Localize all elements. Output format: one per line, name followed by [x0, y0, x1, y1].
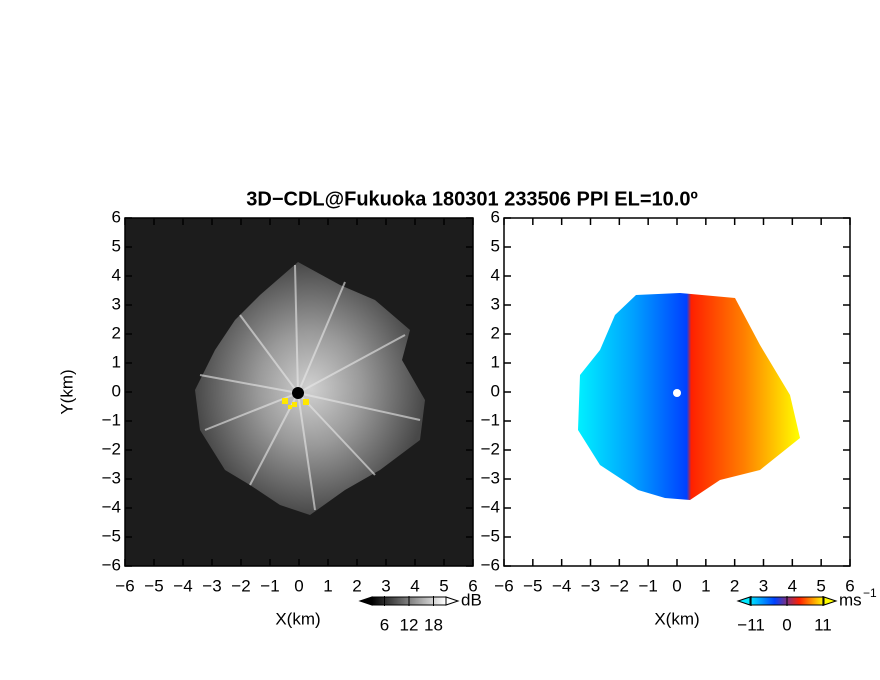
colorbar-extend-high — [823, 596, 838, 606]
y-tick-label: −2 — [481, 439, 500, 458]
radar-site — [673, 389, 681, 397]
x-tick-label: 5 — [816, 576, 825, 595]
x-tick-label: −6 — [115, 576, 134, 595]
colorbar-unit-exponent: −1 — [863, 586, 877, 600]
colorbar-extend-low — [736, 596, 751, 606]
x-tick-label: −6 — [494, 576, 513, 595]
y-tick-label: 5 — [491, 236, 500, 255]
y-tick-label: 2 — [491, 323, 500, 342]
x-tick-label: −1 — [638, 576, 657, 595]
colorbar-tick-label: 0 — [782, 615, 791, 634]
y-tick-label: 3 — [491, 294, 500, 313]
y-tick-label: 6 — [491, 207, 500, 226]
y-tick-label: −4 — [102, 497, 121, 516]
x-axis-label: X(km) — [275, 609, 320, 628]
echo-rays — [199, 264, 421, 511]
x-tick-label: 2 — [730, 576, 739, 595]
x-axis-label: X(km) — [654, 609, 699, 628]
colorbar-tick-label: 6 — [380, 615, 389, 634]
y-tick-label: −6 — [102, 555, 121, 574]
colorbar-tick-label: 18 — [424, 615, 443, 634]
colorbar-unit: dB — [461, 590, 482, 609]
x-tick-label: 6 — [468, 576, 477, 595]
x-tick-label: −5 — [144, 576, 163, 595]
y-tick-label: 0 — [491, 381, 500, 400]
x-tick-label: 2 — [352, 576, 361, 595]
colorbar-unit: ms — [839, 590, 862, 609]
y-tick-label: 3 — [112, 294, 121, 313]
x-tick-label: 4 — [788, 576, 797, 595]
y-tick-label: −1 — [102, 410, 121, 429]
x-tick-label: 0 — [672, 576, 681, 595]
y-tick-label: −4 — [481, 497, 500, 516]
x-tick-label: 1 — [323, 576, 332, 595]
x-tick-label: −4 — [552, 576, 571, 595]
x-tick-label: 1 — [701, 576, 710, 595]
chart-title: 3D−CDL@Fukuoka 180301 233506 PPI EL=10.0… — [246, 188, 698, 210]
y-tick-label: 4 — [491, 265, 500, 284]
x-tick-label: −4 — [173, 576, 192, 595]
y-tick-label: −5 — [481, 526, 500, 545]
radar-site — [292, 387, 304, 399]
x-tick-label: −1 — [260, 576, 279, 595]
y-tick-label: 6 — [112, 207, 121, 226]
colorbar-tick-label: −11 — [737, 615, 765, 634]
x-tick-label: −3 — [581, 576, 600, 595]
y-axis-label: Y(km) — [57, 369, 76, 414]
x-tick-label: 3 — [759, 576, 768, 595]
y-tick-label: −1 — [481, 410, 500, 429]
x-tick-label: −2 — [610, 576, 629, 595]
x-tick-label: 4 — [410, 576, 419, 595]
x-tick-label: 3 — [381, 576, 390, 595]
x-tick-label: 0 — [294, 576, 303, 595]
colorbar-extend-low — [358, 596, 373, 606]
y-tick-label: 1 — [491, 352, 500, 371]
x-tick-label: 5 — [439, 576, 448, 595]
y-tick-label: −2 — [102, 439, 121, 458]
colorbar-extend-high — [445, 596, 460, 606]
x-tick-label: 6 — [845, 576, 854, 595]
y-tick-label: −3 — [481, 468, 500, 487]
y-tick-label: 4 — [112, 265, 121, 284]
y-tick-label: −5 — [102, 526, 121, 545]
reflectivity-echo — [195, 262, 425, 515]
near-field-echo — [282, 398, 309, 409]
y-tick-label: 0 — [112, 381, 121, 400]
y-tick-label: 2 — [112, 323, 121, 342]
velocity-echo — [578, 293, 800, 500]
x-tick-label: −5 — [523, 576, 542, 595]
y-tick-label: 1 — [112, 352, 121, 371]
y-tick-label: −6 — [481, 555, 500, 574]
y-tick-label: 5 — [112, 236, 121, 255]
x-tick-label: −3 — [202, 576, 221, 595]
colorbar-tick-label: 12 — [400, 615, 419, 634]
colorbar-tick-label: 11 — [814, 615, 832, 634]
y-tick-label: −3 — [102, 468, 121, 487]
x-tick-label: −2 — [231, 576, 250, 595]
